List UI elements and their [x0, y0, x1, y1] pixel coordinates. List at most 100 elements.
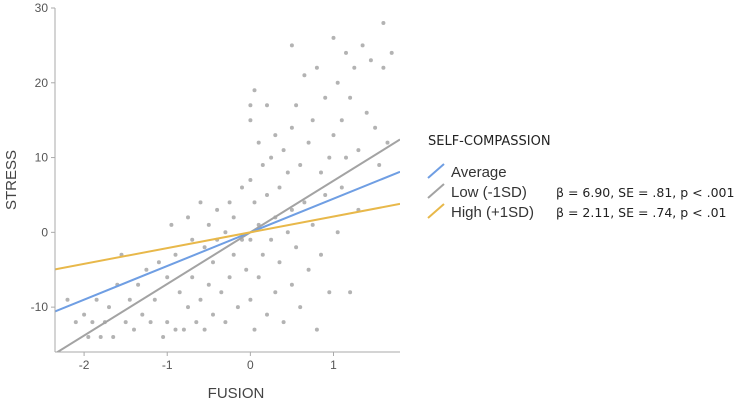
data-point: [148, 320, 153, 325]
data-point: [231, 252, 236, 257]
y-tick-label: 30: [35, 1, 49, 15]
data-point: [289, 282, 294, 287]
data-point: [165, 320, 170, 325]
data-point: [256, 140, 261, 145]
data-point: [223, 320, 228, 325]
legend-swatch: [427, 203, 445, 219]
data-point: [244, 267, 249, 272]
data-point: [186, 215, 190, 220]
data-point: [260, 252, 265, 257]
data-point: [277, 260, 282, 265]
data-point: [327, 290, 332, 295]
data-point: [335, 80, 340, 85]
legend-label: Average: [451, 164, 507, 181]
data-point: [248, 178, 253, 182]
y-tick-label: 10: [35, 151, 49, 165]
data-point: [86, 335, 91, 339]
data-point: [82, 312, 87, 317]
data-point: [252, 327, 257, 332]
x-tick-label: 1: [330, 358, 337, 372]
data-point: [302, 200, 307, 205]
data-point: [323, 193, 328, 197]
data-point: [123, 320, 128, 325]
data-point: [252, 200, 257, 205]
x-tick-label: -1: [162, 358, 173, 372]
data-point: [223, 230, 228, 235]
data-point: [156, 260, 161, 265]
data-point: [98, 335, 103, 339]
data-point: [323, 95, 328, 100]
data-point: [269, 237, 274, 242]
data-point: [194, 320, 199, 325]
data-point: [240, 185, 244, 190]
data-point: [385, 140, 390, 145]
data-point: [265, 103, 269, 108]
data-point: [202, 245, 207, 250]
data-point: [314, 65, 319, 70]
data-point: [260, 163, 265, 167]
data-point: [285, 230, 290, 235]
data-point: [298, 163, 303, 167]
data-point: [306, 267, 311, 272]
data-point: [202, 327, 207, 332]
data-point: [373, 125, 378, 130]
regression-line: [55, 202, 400, 271]
data-point: [289, 207, 294, 212]
data-point: [161, 335, 166, 339]
data-point: [94, 297, 99, 302]
data-point: [206, 282, 211, 287]
legend-label: Low (-1SD): [451, 184, 527, 201]
data-point: [219, 290, 224, 295]
data-point: [344, 155, 348, 160]
data-point: [173, 252, 178, 257]
data-point: [306, 140, 311, 145]
legend-label: High (+1SD): [451, 204, 534, 221]
data-point: [248, 297, 253, 302]
legend-swatch: [427, 163, 445, 179]
data-point: [127, 297, 132, 302]
data-point: [190, 237, 195, 242]
data-point: [348, 95, 353, 100]
data-point: [65, 297, 70, 302]
regression-line: [55, 170, 400, 313]
data-point: [248, 118, 253, 123]
data-point: [186, 305, 190, 310]
regression-line: [55, 138, 400, 352]
data-point: [152, 297, 157, 302]
data-point: [136, 282, 141, 287]
data-point: [165, 275, 170, 280]
data-point: [265, 193, 269, 197]
data-point: [227, 275, 232, 280]
data-point: [314, 327, 319, 332]
data-point: [310, 222, 315, 227]
data-point: [173, 327, 178, 332]
data-point: [215, 207, 220, 212]
data-point: [331, 133, 336, 138]
legend-stat: β = 2.11, SE = .74, p < .01: [556, 205, 727, 220]
data-point: [289, 43, 294, 48]
data-point: [273, 133, 278, 138]
data-point: [206, 222, 211, 227]
data-point: [352, 65, 357, 70]
data-point: [211, 312, 215, 317]
data-point: [389, 50, 394, 55]
data-point: [235, 305, 240, 310]
data-point: [377, 163, 382, 167]
data-point: [107, 305, 111, 310]
data-point: [198, 200, 203, 205]
data-point: [339, 118, 344, 123]
data-point: [310, 118, 315, 123]
data-point: [294, 103, 299, 108]
data-point: [331, 35, 336, 40]
legend-stat: β = 6.90, SE = .81, p < .001: [556, 185, 734, 200]
data-point: [252, 88, 257, 93]
data-point: [281, 320, 286, 325]
legend-title: SELF-COMPASSION: [428, 134, 551, 149]
data-point: [364, 110, 369, 115]
data-point: [302, 73, 307, 78]
data-point: [227, 200, 232, 205]
data-point: [132, 327, 136, 332]
y-tick-label: 20: [35, 76, 49, 90]
data-point: [294, 245, 299, 250]
